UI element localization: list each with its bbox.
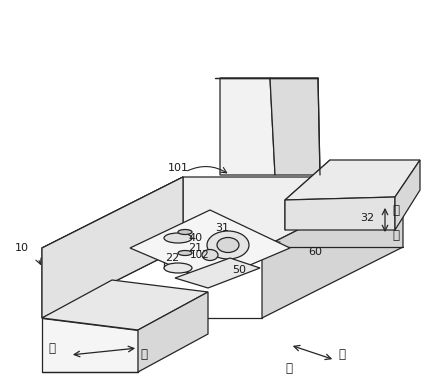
Polygon shape [42, 177, 183, 318]
Polygon shape [42, 177, 183, 318]
Ellipse shape [164, 233, 192, 243]
Polygon shape [270, 78, 320, 175]
Ellipse shape [202, 249, 218, 261]
Text: 左: 左 [48, 342, 55, 354]
Text: 22: 22 [165, 253, 179, 263]
Polygon shape [42, 280, 208, 330]
Text: 60: 60 [308, 247, 322, 257]
Polygon shape [130, 210, 290, 282]
Text: 上: 上 [392, 204, 399, 217]
Ellipse shape [217, 238, 239, 253]
Polygon shape [175, 258, 260, 288]
Ellipse shape [178, 230, 192, 235]
Text: 10: 10 [15, 243, 29, 253]
Polygon shape [395, 160, 420, 230]
Polygon shape [285, 160, 330, 230]
Polygon shape [285, 160, 420, 200]
Text: 后: 后 [338, 348, 345, 361]
Ellipse shape [207, 231, 249, 259]
Text: 40: 40 [188, 233, 202, 243]
Ellipse shape [164, 263, 192, 273]
Polygon shape [285, 197, 395, 230]
Text: 前: 前 [285, 361, 292, 374]
Polygon shape [262, 177, 403, 318]
Ellipse shape [178, 251, 192, 256]
Polygon shape [220, 78, 275, 175]
Polygon shape [42, 177, 403, 248]
Text: 31: 31 [215, 223, 229, 233]
Text: 32: 32 [360, 213, 374, 223]
Text: 下: 下 [392, 228, 399, 241]
Text: 右: 右 [140, 348, 147, 361]
Text: 50: 50 [232, 265, 246, 275]
Text: 102: 102 [190, 250, 210, 260]
Polygon shape [42, 318, 138, 372]
Text: 101: 101 [168, 163, 189, 173]
Polygon shape [138, 292, 208, 372]
Text: 21: 21 [188, 243, 202, 253]
